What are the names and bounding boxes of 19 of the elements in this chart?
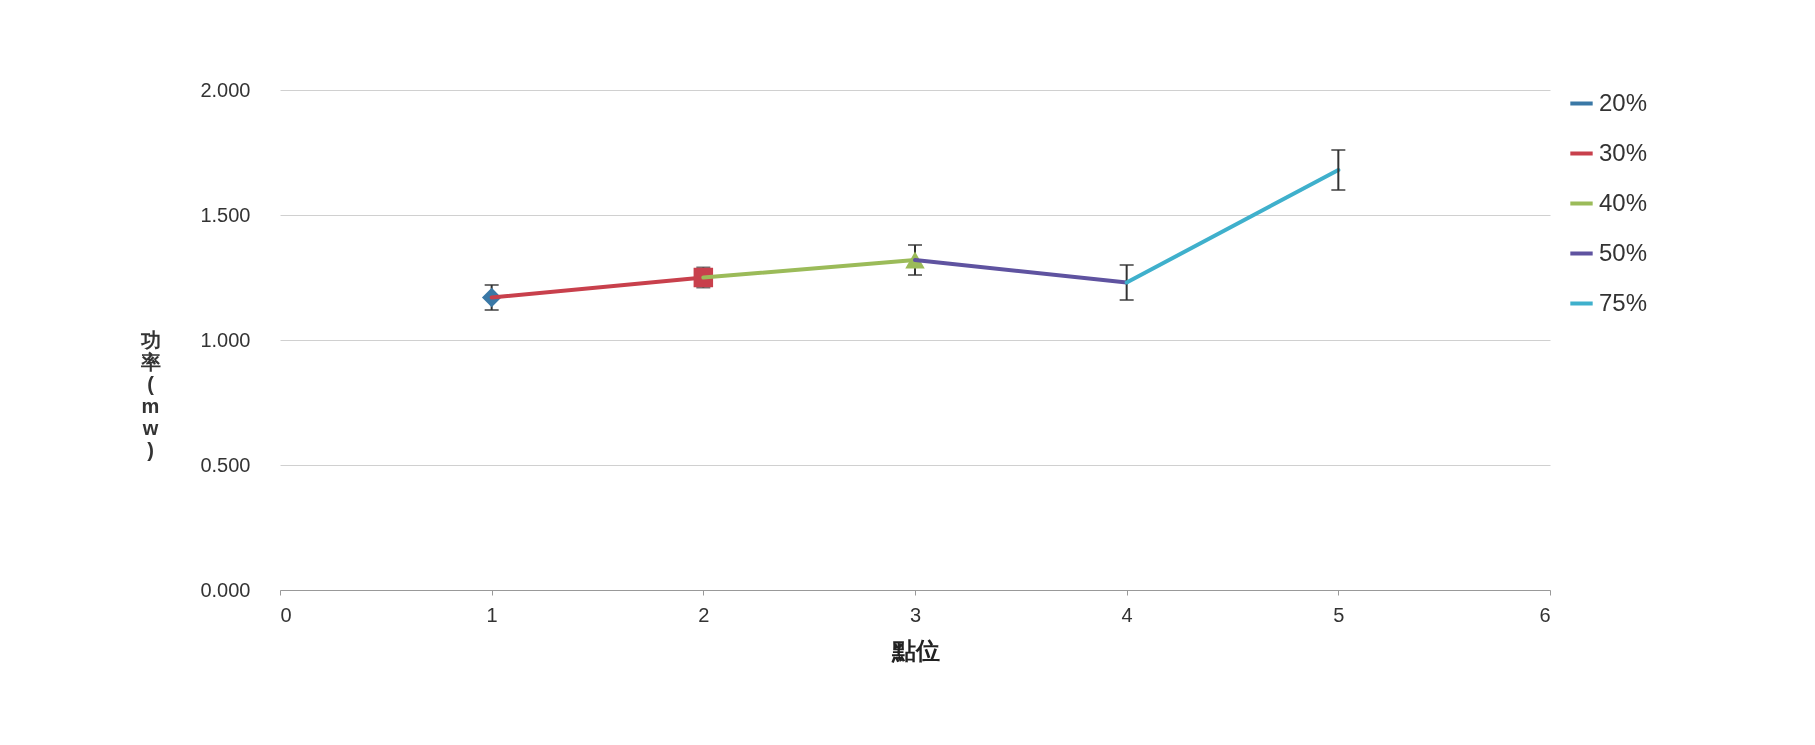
x-tick-label: 5 <box>1333 603 1345 626</box>
legend-label: 75% <box>1599 288 1648 316</box>
x-tick-label: 0 <box>280 603 292 626</box>
y-tick-label: 1.000 <box>200 328 251 351</box>
x-tick-label: 2 <box>698 603 710 626</box>
x-tick-label: 4 <box>1121 603 1133 626</box>
legend-label: 30% <box>1599 138 1648 166</box>
y-tick-label: 0.500 <box>200 453 251 476</box>
y-axis-title: 功率(mw) <box>139 328 161 461</box>
y-tick-label: 2.000 <box>200 78 251 101</box>
legend-label: 50% <box>1599 238 1648 266</box>
legend-label: 40% <box>1599 188 1648 216</box>
x-tick-label: 1 <box>486 603 498 626</box>
x-tick-label: 3 <box>909 603 922 626</box>
y-tick-label: 1.500 <box>200 203 251 226</box>
x-tick-label: 6 <box>1539 603 1551 626</box>
x-axis-title: 點位 <box>890 636 940 664</box>
legend-label: 20% <box>1599 88 1648 116</box>
y-tick-label: 0.000 <box>200 578 251 601</box>
